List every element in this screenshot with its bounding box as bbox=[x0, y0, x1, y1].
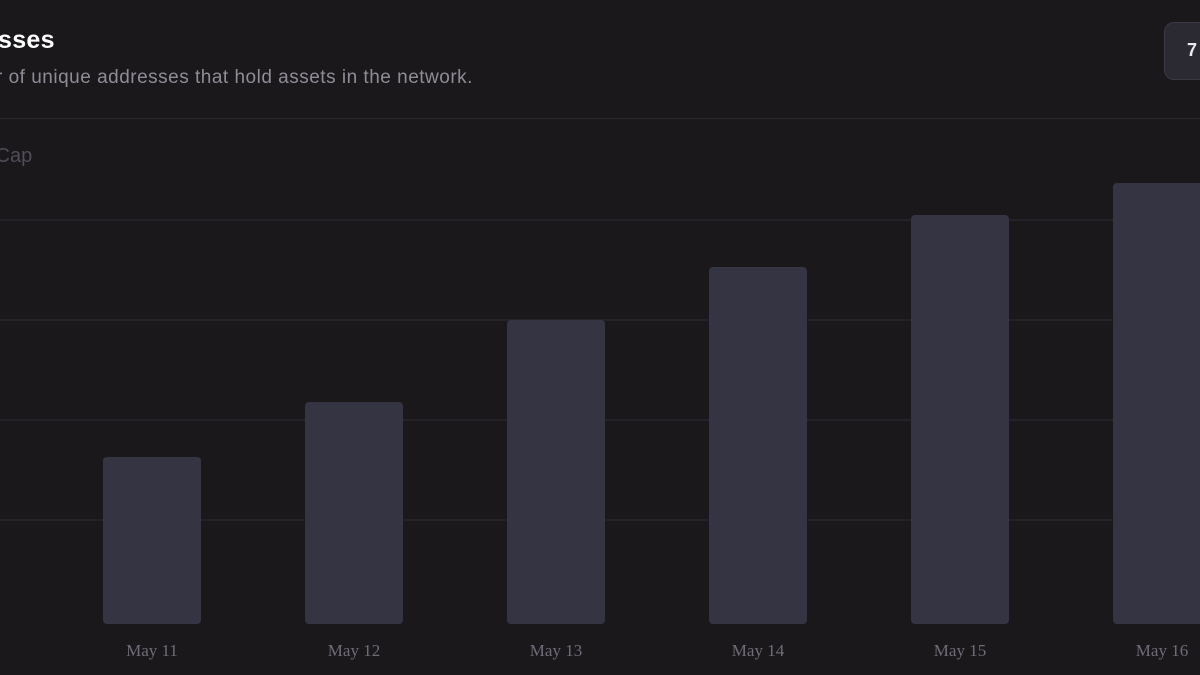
header-divider bbox=[0, 118, 1200, 119]
x-tick-label: May 13 bbox=[530, 641, 582, 660]
bar-may-14[interactable] bbox=[709, 267, 807, 624]
x-tick-label: May 14 bbox=[732, 641, 785, 660]
x-tick-label: May 15 bbox=[934, 641, 986, 660]
x-tick-label: May 16 bbox=[1136, 641, 1188, 660]
bar-may-12[interactable] bbox=[305, 402, 403, 624]
bars bbox=[103, 183, 1200, 624]
card-subtitle: r of unique addresses that hold assets i… bbox=[0, 67, 473, 88]
x-tick-label: May 12 bbox=[328, 641, 380, 660]
x-tick-label: May 11 bbox=[126, 641, 178, 660]
watermark-label: tCap bbox=[0, 145, 33, 167]
card-title: sses bbox=[0, 26, 55, 54]
x-axis-ticks: May 11 May 12 May 13 May 14 May 15 May 16 bbox=[126, 641, 1188, 660]
bar-may-15[interactable] bbox=[911, 215, 1009, 624]
time-range-button[interactable]: 7 bbox=[1164, 22, 1200, 80]
bar-may-13[interactable] bbox=[507, 320, 605, 624]
bar-may-16[interactable] bbox=[1113, 183, 1200, 624]
bar-may-11[interactable] bbox=[103, 457, 201, 624]
